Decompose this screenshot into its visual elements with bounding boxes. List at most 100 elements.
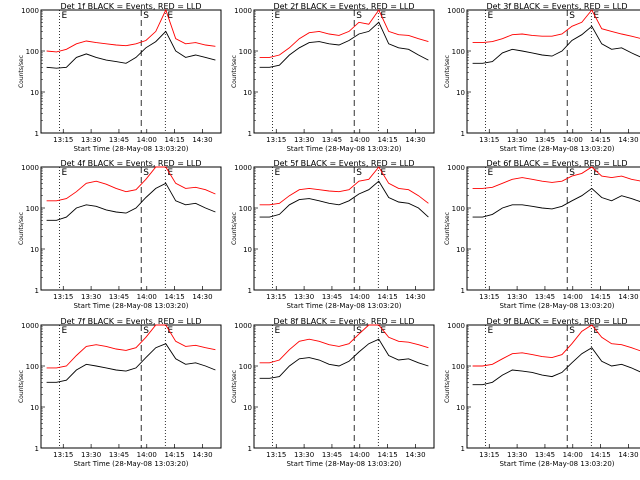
x-tick-label: 13:15 <box>479 293 499 301</box>
x-tick-label: 14:30 <box>618 136 638 144</box>
series-lld-line <box>472 9 640 44</box>
y-tick-label: 1000 <box>21 7 39 15</box>
x-tick-label: 13:45 <box>322 451 342 459</box>
x-tick-label: 14:00 <box>563 136 583 144</box>
x-tick-label: 14:00 <box>563 293 583 301</box>
y-tick-label: 1 <box>35 287 39 295</box>
marker-label: E <box>488 11 494 21</box>
marker-label: E <box>167 326 173 336</box>
x-tick-label: 14:15 <box>378 293 398 301</box>
y-tick-label: 100 <box>26 48 39 56</box>
y-tick-label: 10 <box>30 246 39 254</box>
x-tick-label: 13:30 <box>507 451 527 459</box>
y-tick-label: 1000 <box>21 164 39 172</box>
plot-frame <box>466 9 640 134</box>
x-tick-label: 14:15 <box>165 136 185 144</box>
y-tick-label: 10 <box>30 404 39 412</box>
marker-label: E <box>62 11 68 21</box>
x-tick-label: 13:15 <box>53 136 73 144</box>
marker-label: S <box>569 326 575 336</box>
x-tick-label: 13:15 <box>266 136 286 144</box>
panel-5: Det 5f BLACK = Events, RED = LLD Counts/s… <box>231 159 435 310</box>
x-tick-label: 14:15 <box>591 293 611 301</box>
panel-8: Det 8f BLACK = Events, RED = LLD Counts/s… <box>231 317 435 468</box>
x-tick-label: 13:45 <box>535 293 555 301</box>
x-tick-label: 14:00 <box>350 451 370 459</box>
x-tick-label: 14:00 <box>350 136 370 144</box>
series-events-line <box>46 182 216 221</box>
x-tick-label: 14:15 <box>591 451 611 459</box>
x-tick-label: 13:30 <box>81 451 101 459</box>
plot-frame <box>253 166 435 291</box>
x-tick-label: 13:45 <box>322 293 342 301</box>
y-tick-label: 10 <box>456 89 465 97</box>
x-tick-label: 13:45 <box>109 136 129 144</box>
marker-label: E <box>167 11 173 21</box>
y-tick-label: 1000 <box>447 322 465 330</box>
x-axis-label: Start Time (28-May-08 13:03:20) <box>286 302 401 310</box>
x-tick-label: 13:30 <box>507 293 527 301</box>
x-tick-label: 14:30 <box>405 293 425 301</box>
series-events-line <box>259 338 429 379</box>
y-tick-label: 1 <box>461 130 465 138</box>
panel-4: Det 4f BLACK = Events, RED = LLD Counts/s… <box>18 159 222 310</box>
x-tick-label: 14:15 <box>165 451 185 459</box>
series-lld-line <box>259 166 429 206</box>
series-lld-line <box>46 166 216 202</box>
y-tick-label: 100 <box>26 205 39 213</box>
x-tick-label: 14:30 <box>618 451 638 459</box>
series-events-line <box>46 343 216 383</box>
y-axis-label: Counts/sec <box>18 212 25 245</box>
y-axis-label: Counts/sec <box>231 370 238 403</box>
y-axis-label: Counts/sec <box>444 212 451 245</box>
x-tick-label: 13:45 <box>535 136 555 144</box>
y-tick-label: 10 <box>456 246 465 254</box>
y-axis-label: Counts/sec <box>18 55 25 88</box>
panel-title: Det 2f BLACK = Events, RED = LLD <box>273 2 414 11</box>
x-axis-label: Start Time (28-May-08 13:03:20) <box>286 460 401 468</box>
panel-title: Det 5f BLACK = Events, RED = LLD <box>273 159 414 168</box>
panel-title: Det 9f BLACK = Events, RED = LLD <box>486 317 627 326</box>
y-tick-label: 1 <box>248 130 252 138</box>
x-tick-label: 14:00 <box>137 136 157 144</box>
x-axis-label: Start Time (28-May-08 13:03:20) <box>499 460 614 468</box>
y-tick-label: 10 <box>243 404 252 412</box>
y-tick-label: 100 <box>239 363 252 371</box>
marker-label: S <box>143 11 149 21</box>
y-tick-label: 1000 <box>234 7 252 15</box>
x-tick-label: 13:15 <box>53 451 73 459</box>
series-events-line <box>472 347 640 386</box>
x-tick-label: 13:15 <box>479 136 499 144</box>
x-tick-label: 14:30 <box>192 451 212 459</box>
marker-label: E <box>593 168 599 178</box>
x-tick-label: 14:15 <box>378 136 398 144</box>
series-events-line <box>472 187 640 218</box>
series-events-line <box>472 25 640 64</box>
x-axis-label: Start Time (28-May-08 13:03:20) <box>499 302 614 310</box>
plot-frame <box>40 324 222 449</box>
marker-label: S <box>569 11 575 21</box>
x-tick-label: 14:00 <box>137 451 157 459</box>
marker-label: S <box>143 326 149 336</box>
y-axis-label: Counts/sec <box>444 370 451 403</box>
x-tick-label: 14:15 <box>378 451 398 459</box>
x-tick-label: 14:30 <box>618 293 638 301</box>
marker-label: E <box>275 11 281 21</box>
x-tick-label: 14:30 <box>192 293 212 301</box>
y-tick-label: 1 <box>35 445 39 453</box>
series-lld-line <box>46 8 216 53</box>
series-lld-line <box>472 324 640 367</box>
panel-title: Det 8f BLACK = Events, RED = LLD <box>273 317 414 326</box>
plot-frame <box>253 9 435 134</box>
x-axis-label: Start Time (28-May-08 13:03:20) <box>73 145 188 153</box>
panel-title: Det 1f BLACK = Events, RED = LLD <box>60 2 201 11</box>
plot-frame <box>40 166 222 291</box>
x-tick-label: 13:15 <box>53 293 73 301</box>
y-tick-label: 100 <box>452 205 465 213</box>
marker-label: E <box>275 168 281 178</box>
marker-label: E <box>167 168 173 178</box>
y-tick-label: 1 <box>35 130 39 138</box>
x-tick-label: 14:30 <box>405 451 425 459</box>
x-tick-label: 14:15 <box>165 293 185 301</box>
